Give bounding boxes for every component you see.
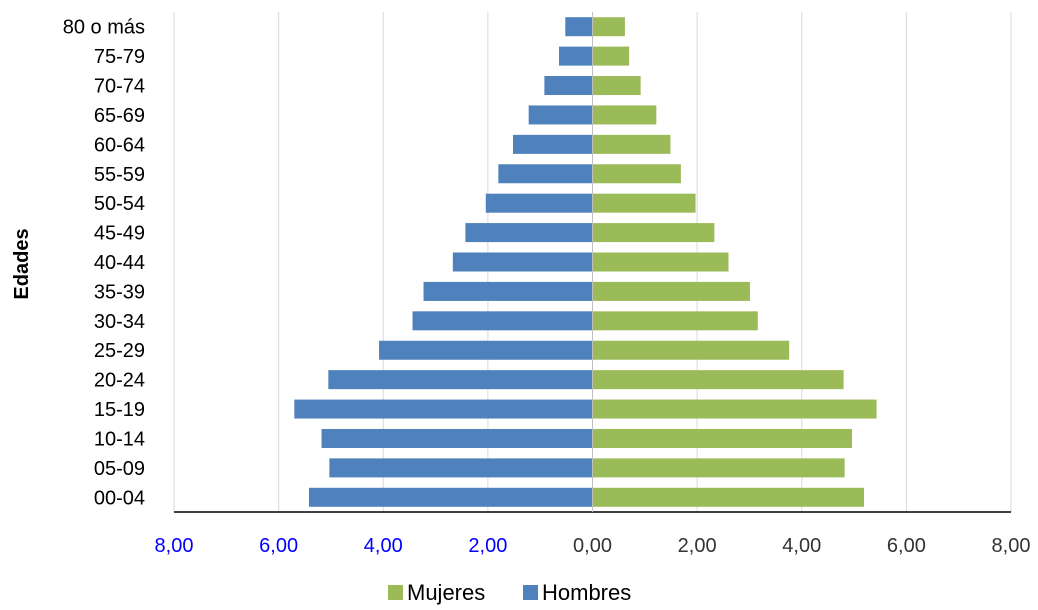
bar-mujeres-0 [592, 17, 625, 37]
category-label: 70-74 [94, 76, 145, 98]
bar-hombres-11 [379, 340, 593, 360]
category-label: 25-29 [94, 340, 145, 362]
category-label: 65-69 [94, 105, 145, 127]
bar-hombres-9 [423, 281, 593, 301]
bar-mujeres-11 [592, 340, 790, 360]
category-label: 15-19 [94, 399, 145, 421]
category-label: 60-64 [94, 134, 145, 156]
y-axis-title: Edades [11, 228, 33, 299]
bar-hombres-0 [565, 17, 593, 37]
category-label: 35-39 [94, 281, 145, 303]
x-tick-label: 4,00 [364, 535, 403, 557]
bar-mujeres-5 [592, 164, 681, 184]
bar-mujeres-12 [592, 370, 844, 390]
legend-swatch-mujeres [388, 585, 403, 600]
x-tick-label: 8,00 [155, 535, 194, 557]
legend-label-mujeres: Mujeres [407, 580, 485, 605]
bar-hombres-12 [328, 370, 593, 390]
bar-mujeres-15 [592, 458, 845, 478]
bar-hombres-8 [452, 252, 593, 272]
category-label: 10-14 [94, 428, 145, 450]
category-label: 45-49 [94, 223, 145, 245]
bar-hombres-2 [544, 76, 593, 96]
bar-mujeres-13 [592, 399, 877, 419]
bar-mujeres-3 [592, 105, 657, 125]
bar-hombres-3 [528, 105, 593, 125]
category-label: 55-59 [94, 164, 145, 186]
category-label: 20-24 [94, 370, 145, 392]
category-label: 80 o más [63, 17, 145, 39]
category-labels: 80 o más 75-79 70-74 65-69 60-64 55-59 50-54 45… [63, 17, 145, 510]
x-tick-label: 6,00 [259, 535, 298, 557]
legend-label-hombres: Hombres [542, 580, 631, 605]
x-tick-label: 8,00 [992, 535, 1031, 557]
bar-hombres-7 [465, 223, 593, 243]
x-tick-label: 0,00 [573, 535, 612, 557]
bar-mujeres-14 [592, 428, 852, 448]
x-tick-label: 4,00 [782, 535, 821, 557]
x-tick-label: 2,00 [678, 535, 717, 557]
bar-hombres-16 [308, 487, 593, 507]
bar-mujeres-9 [592, 281, 750, 301]
bar-hombres-5 [498, 164, 593, 184]
category-label: 75-79 [94, 46, 145, 68]
bar-mujeres-4 [592, 134, 671, 154]
bar-mujeres-8 [592, 252, 729, 272]
bars [294, 17, 877, 507]
category-label: 40-44 [94, 252, 145, 274]
bar-hombres-13 [294, 399, 593, 419]
legend-swatch-hombres [523, 585, 538, 600]
category-label: 00-04 [94, 487, 145, 509]
bar-hombres-6 [485, 193, 593, 213]
bar-hombres-1 [559, 46, 593, 66]
legend: Mujeres Hombres [388, 580, 631, 605]
bar-hombres-15 [329, 458, 593, 478]
bar-mujeres-1 [592, 46, 630, 66]
bar-hombres-14 [321, 428, 593, 448]
bar-mujeres-10 [592, 311, 758, 331]
category-label: 30-34 [94, 311, 145, 333]
bar-hombres-4 [512, 134, 593, 154]
bar-mujeres-16 [592, 487, 865, 507]
x-tick-labels: 8,00 6,00 4,00 2,00 0,00 2,00 4,00 6,00 8,00 [155, 535, 1031, 557]
x-tick-label: 2,00 [468, 535, 507, 557]
x-tick-label: 6,00 [887, 535, 926, 557]
bar-mujeres-6 [592, 193, 696, 213]
category-label: 50-54 [94, 193, 145, 215]
category-label: 05-09 [94, 458, 145, 480]
bar-hombres-10 [412, 311, 593, 331]
bar-mujeres-7 [592, 223, 715, 243]
bar-mujeres-2 [592, 76, 641, 96]
axes [174, 12, 1011, 513]
